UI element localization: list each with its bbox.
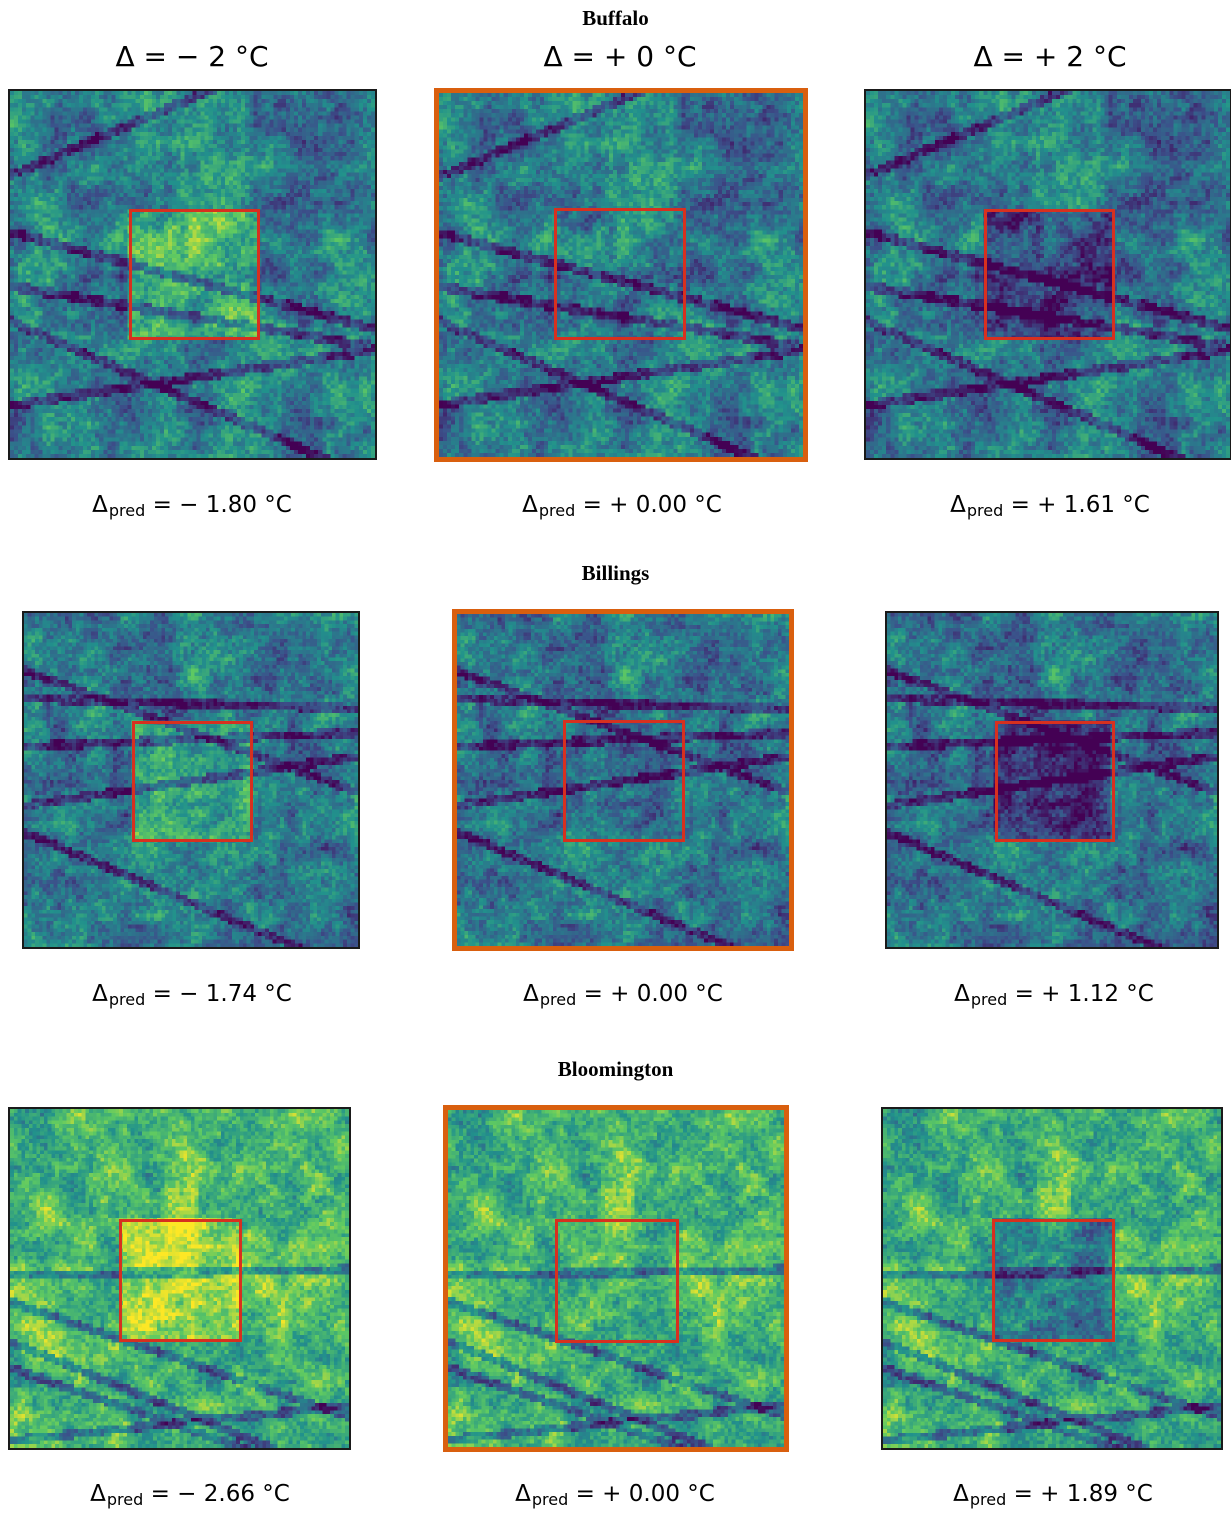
column-header-minus-2: Δ = − 2 °C bbox=[115, 40, 269, 73]
column-header-plus-0: Δ = + 0 °C bbox=[543, 40, 697, 73]
region-box bbox=[119, 1219, 242, 1342]
pred-label-buffalo-minus-2: Δpred = − 1.80 °C bbox=[92, 492, 292, 520]
column-header-plus-2: Δ = + 2 °C bbox=[973, 40, 1127, 73]
pred-label-billings-plus-2: Δpred = + 1.12 °C bbox=[954, 981, 1154, 1009]
pred-label-buffalo-plus-2: Δpred = + 1.61 °C bbox=[950, 492, 1150, 520]
thermal-map-buffalo-plus-2 bbox=[864, 89, 1231, 460]
city-title-bloomington: Bloomington bbox=[557, 1057, 674, 1081]
pred-label-bloomington-plus-0: Δpred = + 0.00 °C bbox=[515, 1481, 715, 1509]
region-box bbox=[995, 721, 1115, 842]
thermal-map-bloomington-plus-0 bbox=[443, 1105, 789, 1452]
thermal-map-buffalo-minus-2 bbox=[8, 89, 377, 460]
thermal-map-buffalo-plus-0 bbox=[434, 88, 808, 462]
region-box bbox=[555, 1219, 679, 1343]
city-title-billings: Billings bbox=[581, 561, 650, 585]
pred-label-bloomington-plus-2: Δpred = + 1.89 °C bbox=[953, 1481, 1153, 1509]
thermal-map-bloomington-plus-2 bbox=[881, 1107, 1223, 1450]
pred-label-billings-minus-2: Δpred = − 1.74 °C bbox=[92, 981, 292, 1009]
region-box bbox=[563, 720, 685, 842]
region-box bbox=[992, 1219, 1115, 1342]
region-box bbox=[129, 209, 260, 340]
thermal-map-bloomington-minus-2 bbox=[8, 1107, 351, 1450]
thermal-map-billings-minus-2 bbox=[22, 611, 360, 949]
region-box bbox=[132, 721, 253, 842]
region-box bbox=[554, 208, 686, 340]
region-box bbox=[984, 209, 1115, 340]
thermal-map-billings-plus-0 bbox=[452, 609, 794, 951]
thermal-map-billings-plus-2 bbox=[885, 611, 1219, 949]
pred-label-billings-plus-0: Δpred = + 0.00 °C bbox=[523, 981, 723, 1009]
pred-label-bloomington-minus-2: Δpred = − 2.66 °C bbox=[90, 1481, 290, 1509]
pred-label-buffalo-plus-0: Δpred = + 0.00 °C bbox=[522, 492, 722, 520]
city-title-buffalo: Buffalo bbox=[582, 6, 649, 30]
